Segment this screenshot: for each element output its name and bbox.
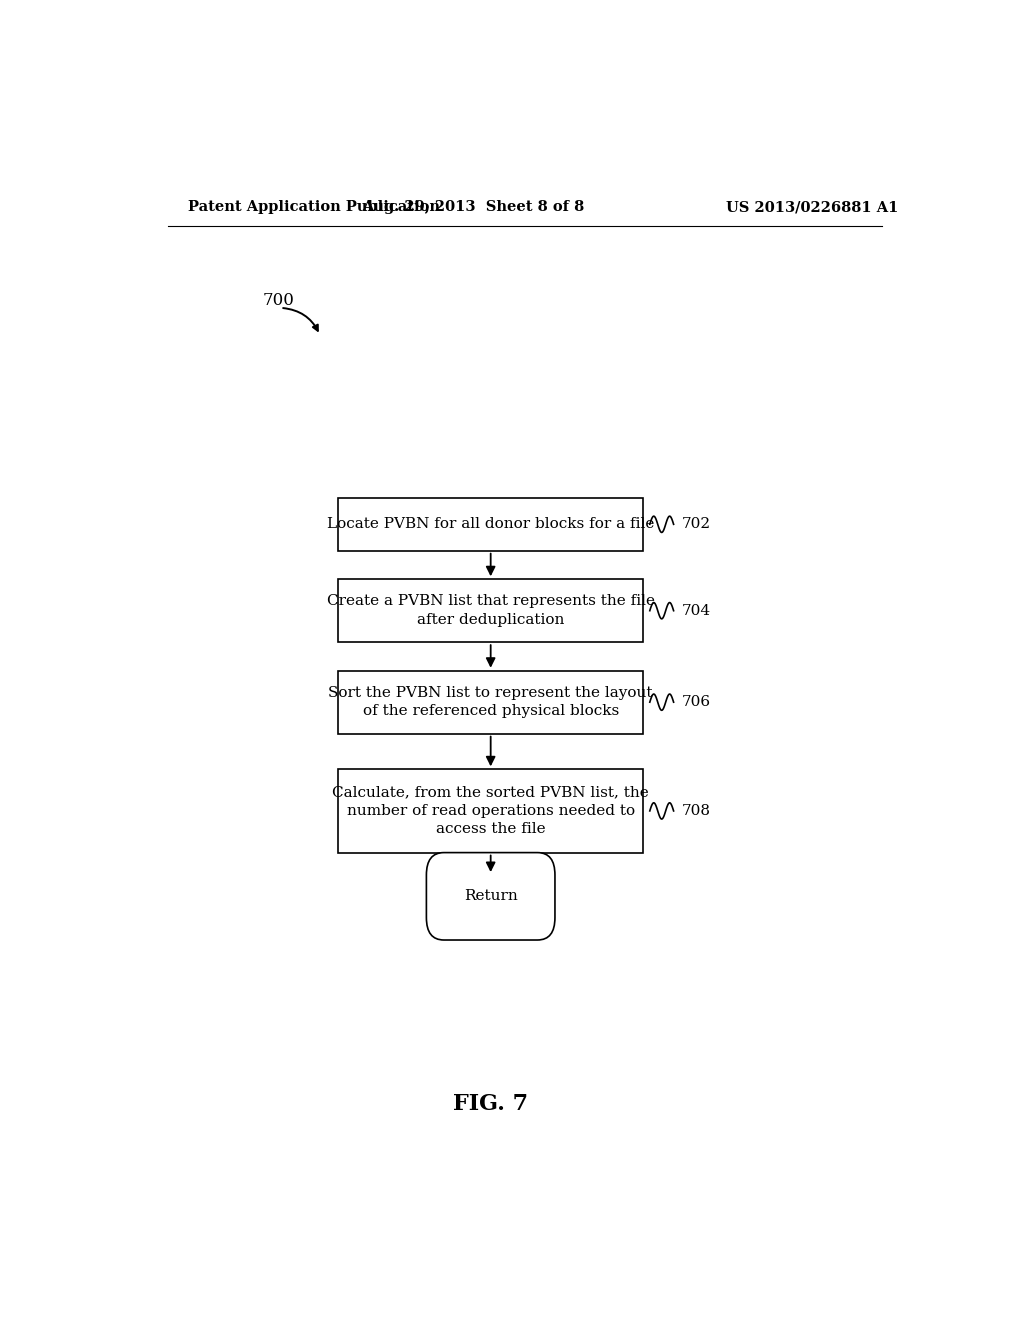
Text: FIG. 7: FIG. 7 <box>453 1093 528 1114</box>
Text: Patent Application Publication: Patent Application Publication <box>187 201 439 214</box>
Text: Locate PVBN for all donor blocks for a file: Locate PVBN for all donor blocks for a f… <box>327 517 654 532</box>
Text: Sort the PVBN list to represent the layout
of the referenced physical blocks: Sort the PVBN list to represent the layo… <box>329 686 653 718</box>
FancyBboxPatch shape <box>338 770 643 853</box>
Text: 702: 702 <box>682 517 711 532</box>
FancyBboxPatch shape <box>426 853 555 940</box>
FancyBboxPatch shape <box>338 498 643 550</box>
FancyBboxPatch shape <box>338 671 643 734</box>
Text: Calculate, from the sorted PVBN list, the
number of read operations needed to
ac: Calculate, from the sorted PVBN list, th… <box>333 785 649 837</box>
Text: 708: 708 <box>682 804 711 818</box>
Text: US 2013/0226881 A1: US 2013/0226881 A1 <box>726 201 898 214</box>
Text: Create a PVBN list that represents the file
after deduplication: Create a PVBN list that represents the f… <box>327 594 654 627</box>
Text: Return: Return <box>464 890 517 903</box>
Text: 700: 700 <box>263 292 295 309</box>
Text: 704: 704 <box>682 603 711 618</box>
Text: 706: 706 <box>682 696 711 709</box>
FancyBboxPatch shape <box>338 579 643 643</box>
Text: Aug. 29, 2013  Sheet 8 of 8: Aug. 29, 2013 Sheet 8 of 8 <box>362 201 585 214</box>
